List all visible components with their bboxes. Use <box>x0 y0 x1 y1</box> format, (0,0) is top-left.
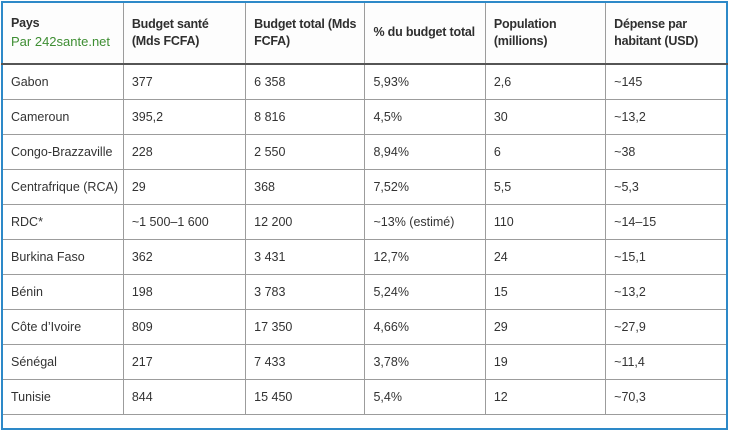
cell-budget-total: 17 350 <box>245 309 366 345</box>
cell-depense: ~14–15 <box>605 204 728 240</box>
table-row: Congo-Brazzaville 228 2 550 8,94% 6 ~38 <box>1 134 728 170</box>
table-row: Gabon 377 6 358 5,93% 2,6 ~145 <box>1 63 728 100</box>
cell-depense: ~27,9 <box>605 309 728 345</box>
table-row: Côte d’Ivoire 809 17 350 4,66% 29 ~27,9 <box>1 309 728 345</box>
cell-budget-sante: 809 <box>122 309 247 345</box>
col-header-pct-budget: % du budget total <box>364 1 486 65</box>
cell-budget-sante: 395,2 <box>122 99 247 135</box>
cell-budget-total: 6 358 <box>245 63 366 100</box>
cell-population: 30 <box>484 99 607 135</box>
table-row: Burkina Faso 362 3 431 12,7% 24 ~15,1 <box>1 239 728 275</box>
col-header-line: Population <box>493 16 557 31</box>
col-header-line: habitant (USD) <box>614 34 699 48</box>
cell-pays: Tunisie <box>1 379 124 415</box>
cell-budget-sante: 228 <box>122 134 247 170</box>
cell-pct-budget: 7,52% <box>364 169 486 205</box>
table-body: Gabon 377 6 358 5,93% 2,6 ~145 Cameroun 395,2 8 … <box>1 63 728 415</box>
cell-budget-sante: 198 <box>122 274 247 310</box>
cell-pct-budget: 4,5% <box>364 99 486 135</box>
cell-population: 110 <box>484 204 607 240</box>
cell-depense: ~11,4 <box>605 344 728 380</box>
cell-pct-budget: 8,94% <box>364 134 486 170</box>
cell-budget-sante: 362 <box>122 239 247 275</box>
cell-pays: Centrafrique (RCA) <box>1 169 124 205</box>
source-credit: Par 242sante.net <box>11 34 111 50</box>
col-header-line: % du budget total <box>373 25 475 40</box>
cell-budget-sante: ~1 500–1 600 <box>122 204 247 240</box>
col-header-pays-label: Pays <box>11 15 40 30</box>
col-header-line: FCFA) <box>254 34 290 48</box>
cell-depense: ~5,3 <box>605 169 728 205</box>
cell-pct-budget: 5,93% <box>364 63 486 100</box>
cell-pct-budget: 4,66% <box>364 309 486 345</box>
col-header-population: Population (millions) <box>484 1 607 65</box>
col-header-pays: Pays Par 242sante.net <box>1 1 124 65</box>
table-row: Tunisie 844 15 450 5,4% 12 ~70,3 <box>1 379 728 415</box>
cell-budget-total: 15 450 <box>245 379 366 415</box>
cell-population: 6 <box>484 134 607 170</box>
cell-budget-total: 12 200 <box>245 204 366 240</box>
cell-population: 29 <box>484 309 607 345</box>
cell-pays: Bénin <box>1 274 124 310</box>
table-row: Cameroun 395,2 8 816 4,5% 30 ~13,2 <box>1 99 728 135</box>
col-header-line: Dépense par <box>614 16 687 31</box>
cell-depense: ~38 <box>605 134 728 170</box>
cell-budget-sante: 377 <box>122 63 247 100</box>
cell-population: 19 <box>484 344 607 380</box>
cell-population: 2,6 <box>484 63 607 100</box>
cell-pct-budget: ~13% (estimé) <box>364 204 486 240</box>
footer-empty-cell <box>1 414 728 430</box>
cell-budget-sante: 217 <box>122 344 247 380</box>
cell-population: 5,5 <box>484 169 607 205</box>
col-header-budget-sante: Budget santé (Mds FCFA) <box>122 1 247 65</box>
cell-budget-sante: 844 <box>122 379 247 415</box>
cell-budget-total: 368 <box>245 169 366 205</box>
cell-budget-total: 7 433 <box>245 344 366 380</box>
cell-depense: ~15,1 <box>605 239 728 275</box>
cell-budget-sante: 29 <box>122 169 247 205</box>
cell-depense: ~13,2 <box>605 99 728 135</box>
col-header-line: Budget santé <box>131 16 209 31</box>
cell-pct-budget: 3,78% <box>364 344 486 380</box>
col-header-line: (Mds FCFA) <box>131 34 200 48</box>
table-row: Centrafrique (RCA) 29 368 7,52% 5,5 ~5,3 <box>1 169 728 205</box>
col-header-line: Budget total (Mds <box>254 16 357 31</box>
col-header-depense: Dépense par habitant (USD) <box>605 1 728 65</box>
cell-pays: Burkina Faso <box>1 239 124 275</box>
cell-pct-budget: 5,4% <box>364 379 486 415</box>
cell-depense: ~13,2 <box>605 274 728 310</box>
table-row: Bénin 198 3 783 5,24% 15 ~13,2 <box>1 274 728 310</box>
cell-budget-total: 3 431 <box>245 239 366 275</box>
cell-pays: Congo-Brazzaville <box>1 134 124 170</box>
cell-budget-total: 2 550 <box>245 134 366 170</box>
table-row: Sénégal 217 7 433 3,78% 19 ~11,4 <box>1 344 728 380</box>
header-row: Pays Par 242sante.net Budget santé (Mds … <box>1 1 728 65</box>
cell-pays: Cameroun <box>1 99 124 135</box>
cell-population: 24 <box>484 239 607 275</box>
col-header-line: (millions) <box>493 34 548 48</box>
footer-row <box>1 414 728 430</box>
cell-pct-budget: 5,24% <box>364 274 486 310</box>
table-row: RDC* ~1 500–1 600 12 200 ~13% (estimé) 110 ~1… <box>1 204 728 240</box>
cell-pays: Sénégal <box>1 344 124 380</box>
cell-budget-total: 8 816 <box>245 99 366 135</box>
cell-depense: ~145 <box>605 63 728 100</box>
cell-depense: ~70,3 <box>605 379 728 415</box>
table-footer <box>1 414 728 430</box>
cell-pct-budget: 12,7% <box>364 239 486 275</box>
cell-budget-total: 3 783 <box>245 274 366 310</box>
cell-pays: Gabon <box>1 63 124 100</box>
cell-population: 12 <box>484 379 607 415</box>
col-header-budget-total: Budget total (Mds FCFA) <box>245 1 366 65</box>
cell-pays: RDC* <box>1 204 124 240</box>
table-header: Pays Par 242sante.net Budget santé (Mds … <box>1 1 728 65</box>
cell-pays: Côte d’Ivoire <box>1 309 124 345</box>
cell-population: 15 <box>484 274 607 310</box>
